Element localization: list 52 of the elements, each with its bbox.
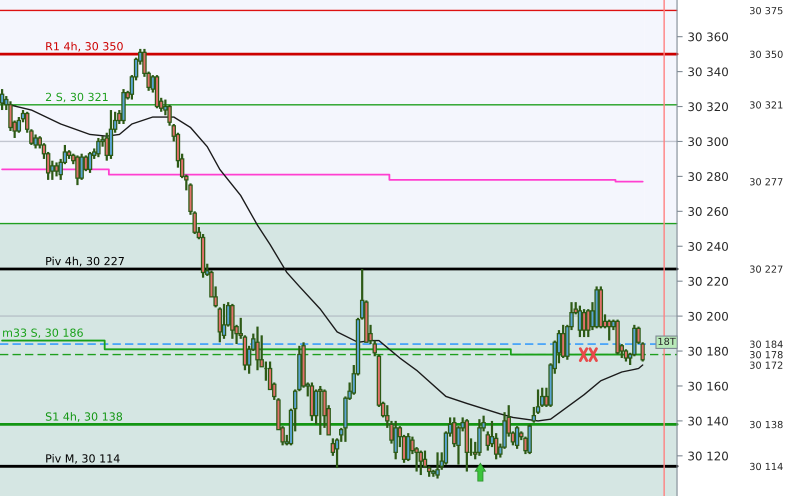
- y-tick-label: 30 360: [688, 32, 728, 42]
- y-tick-label: 30 120: [688, 452, 728, 460]
- candlestick: [88, 150, 92, 174]
- candlestick: [582, 308, 586, 338]
- ref-line-label: S1 4h, 30 138: [46, 412, 122, 422]
- candlestick: [560, 324, 566, 360]
- y-tick-label: 30 180: [688, 346, 728, 356]
- y2-tick-label: 30 138: [750, 420, 783, 428]
- candlestick: [33, 133, 38, 150]
- y-tick-label: 30 200: [688, 312, 728, 321]
- y-tick-label: 30 280: [688, 172, 728, 182]
- y-tick-label: 30 140: [688, 416, 728, 426]
- y2-tick-label: 30 350: [750, 50, 783, 58]
- candlestick: [255, 325, 260, 372]
- candlestick: [578, 304, 582, 338]
- candlestick: [222, 302, 226, 340]
- y-tick-label: 30 240: [688, 242, 728, 251]
- candlestick: [624, 348, 628, 363]
- candlestick: [104, 132, 109, 162]
- y2-tick-label: 30 375: [750, 6, 782, 14]
- y-tick-label: 30 160: [688, 382, 728, 391]
- candlestick: [218, 306, 222, 344]
- candlestick: [96, 136, 101, 158]
- candlestick: [606, 318, 612, 342]
- y2-tick-label: 30 172: [750, 361, 782, 369]
- ref-line-label: Piv M, 30 114: [46, 454, 120, 464]
- y-tick-label: 30 220: [688, 276, 728, 286]
- candlestick: [79, 152, 84, 181]
- y2-tick-label: 30 184: [750, 340, 783, 348]
- candlestick: [318, 384, 323, 436]
- y-tick-label: 30 340: [688, 67, 728, 76]
- candlestick: [435, 451, 440, 480]
- candlestick: [406, 432, 410, 462]
- y2-tick-label: 30 321: [750, 101, 782, 109]
- candlestick: [514, 425, 520, 450]
- candlestick: [418, 449, 424, 476]
- candlestick: [54, 161, 59, 178]
- y-tick-label: 30 260: [688, 207, 728, 216]
- candlestick: [75, 154, 80, 186]
- text: 18T: [658, 338, 676, 346]
- candlestick: [0, 88, 4, 112]
- ref-line-label: Piv 4h, 30 227: [46, 256, 124, 266]
- y-tick-label: 30 300: [688, 137, 728, 146]
- y2-tick-label: 30 277: [750, 178, 782, 186]
- y2-tick-label: 30 114: [750, 462, 783, 470]
- y2-tick-label: 30 227: [750, 265, 782, 273]
- series-label: m33 S, 30 186: [3, 328, 83, 338]
- y-tick-label: 30 320: [688, 102, 728, 112]
- ref-line-label: 2 S, 30 321: [46, 92, 108, 102]
- y2-tick-label: 30 178: [750, 351, 783, 358]
- ref-line-label: R1 4h, 30 350: [46, 42, 123, 52]
- candlestick: [532, 406, 536, 424]
